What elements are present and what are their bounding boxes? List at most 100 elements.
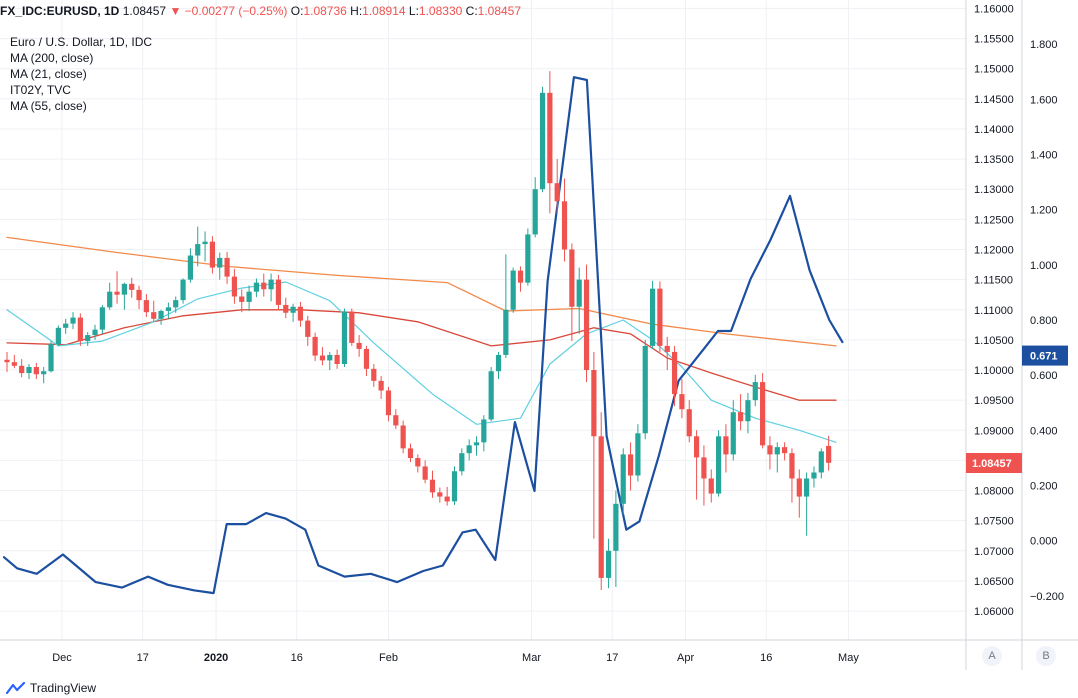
candle-down xyxy=(664,345,670,352)
legend-ma21[interactable]: MA (21, close) xyxy=(10,67,87,81)
candle-down xyxy=(261,282,267,290)
candle-down xyxy=(708,478,714,494)
price-tick-label: 1.10000 xyxy=(974,365,1014,377)
candle-down xyxy=(693,436,700,458)
price-tick-label: 1.07000 xyxy=(974,546,1014,558)
candle-up xyxy=(730,412,736,455)
close-value: 1.08457 xyxy=(477,4,522,18)
legend-ma200[interactable]: MA (200, close) xyxy=(10,51,94,65)
tradingview-branding[interactable]: TradingView xyxy=(6,678,96,698)
candle-up xyxy=(620,454,626,504)
axis-tick-labels: 1.16000 1.15500 1.15000 1.14500 1.14000 1.135… xyxy=(52,3,1064,664)
candle-up xyxy=(187,255,193,280)
ma21-line xyxy=(6,281,837,443)
candle-down xyxy=(312,336,318,356)
candle-down xyxy=(371,368,377,381)
time-tick-label: 17 xyxy=(606,652,618,664)
auto-scale-button[interactable]: A xyxy=(982,646,1002,666)
time-tick-label: 17 xyxy=(137,652,149,664)
legend-it02y[interactable]: IT02Y, TVC xyxy=(10,83,71,97)
candle-down xyxy=(407,448,414,459)
candle-down xyxy=(437,492,443,497)
candle-down xyxy=(33,367,39,375)
candle-down xyxy=(547,92,553,184)
candle-down xyxy=(400,425,406,449)
yield-tick-label: −0.200 xyxy=(1030,591,1064,603)
candle-down xyxy=(561,201,568,250)
candle-up xyxy=(649,288,656,346)
candle-up xyxy=(121,283,127,295)
legend-main-series[interactable]: Euro / U.S. Dollar, 1D, IDC xyxy=(10,35,153,49)
candle-up xyxy=(327,354,333,361)
candle-down xyxy=(657,288,663,346)
candle-down xyxy=(319,355,326,361)
candle-up xyxy=(818,451,824,473)
candle-down xyxy=(297,306,304,321)
candle-up xyxy=(532,189,538,235)
candle-up xyxy=(613,503,619,551)
candle-down xyxy=(393,415,399,426)
time-tick-label: 2020 xyxy=(204,652,228,664)
candle-down xyxy=(760,382,766,446)
candle-down xyxy=(701,457,707,479)
candle-up xyxy=(268,279,274,290)
symbol-label: FX_IDC:EURUSD, 1D xyxy=(0,4,120,18)
candle-down xyxy=(796,478,802,497)
candle-up xyxy=(180,279,186,301)
candle-up xyxy=(55,327,61,345)
axis-b-button[interactable]: B xyxy=(1036,646,1056,666)
candle-up xyxy=(459,453,465,472)
candle-down xyxy=(686,409,692,437)
candle-up xyxy=(202,241,208,245)
candle-down xyxy=(422,466,428,480)
candle-down xyxy=(671,351,678,395)
price-tick-label: 1.13500 xyxy=(974,154,1014,166)
candle-up xyxy=(158,310,164,319)
yield-tick-label: 1.400 xyxy=(1030,149,1058,161)
price-tick-label: 1.09000 xyxy=(974,425,1014,437)
high-value: 1.08914 xyxy=(362,4,406,18)
candle-down xyxy=(151,312,157,319)
candle-up xyxy=(41,371,47,375)
candle-down xyxy=(627,454,634,476)
price-tick-label: 1.15000 xyxy=(974,64,1014,76)
legend-ma55[interactable]: MA (55, close) xyxy=(10,99,87,113)
price-tick-label: 1.10500 xyxy=(974,335,1014,347)
candle-up xyxy=(85,335,91,342)
candle-up xyxy=(107,291,113,308)
symbol-header: FX_IDC:EURUSD, 1D 1.08457 ▼ −0.00277 (−0… xyxy=(0,0,1078,22)
price-tick-label: 1.13000 xyxy=(974,184,1014,196)
candle-down xyxy=(209,241,216,268)
yield-tick-label: 1.000 xyxy=(1030,260,1058,272)
candle-up xyxy=(70,317,76,324)
candle-up xyxy=(92,329,98,336)
candle-down xyxy=(723,436,729,455)
candle-up xyxy=(635,433,641,476)
candle-up xyxy=(99,307,105,330)
candle-down xyxy=(19,365,25,374)
candle-up xyxy=(466,445,472,454)
yield-tick-label: 1.800 xyxy=(1030,39,1058,51)
price-tick-label: 1.16000 xyxy=(974,3,1014,15)
yield-tick-label: 1.600 xyxy=(1030,94,1058,106)
candle-down xyxy=(826,445,832,463)
change-value: −0.00277 (−0.25%) xyxy=(184,4,288,18)
open-label: O: xyxy=(290,4,304,18)
candle-up xyxy=(26,367,32,374)
yield-tick-label: 0.800 xyxy=(1030,315,1058,327)
candle-up xyxy=(715,436,722,494)
candle-up xyxy=(576,279,582,307)
time-tick-label: 16 xyxy=(291,652,303,664)
indicator-legend: Euro / U.S. Dollar, 1D, IDC MA (200, clo… xyxy=(10,34,152,114)
candle-up xyxy=(290,306,296,313)
candle-down xyxy=(378,380,384,391)
candle-up xyxy=(488,371,494,420)
candle-up xyxy=(495,354,502,372)
open-value: 1.08736 xyxy=(303,4,347,18)
candle-up xyxy=(481,419,487,443)
price-tick-label: 1.11500 xyxy=(974,275,1013,287)
yield-tick-label: 0.600 xyxy=(1030,370,1058,382)
ma200-line xyxy=(6,236,837,347)
candle-up xyxy=(642,345,648,434)
